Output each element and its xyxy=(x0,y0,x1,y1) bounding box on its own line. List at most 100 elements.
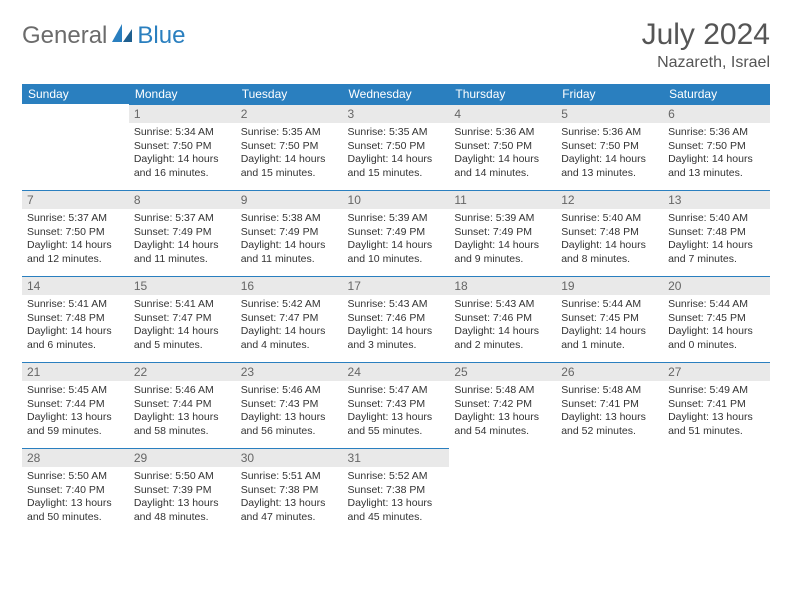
calendar-cell: 9Sunrise: 5:38 AMSunset: 7:49 PMDaylight… xyxy=(236,190,343,276)
day-details: Sunrise: 5:44 AMSunset: 7:45 PMDaylight:… xyxy=(556,295,663,359)
calendar-cell: 15Sunrise: 5:41 AMSunset: 7:47 PMDayligh… xyxy=(129,276,236,362)
day-number: 4 xyxy=(449,104,556,123)
day-number: 22 xyxy=(129,362,236,381)
daylight-text: Daylight: 14 hours and 7 minutes. xyxy=(668,239,765,266)
sunrise-text: Sunrise: 5:49 AM xyxy=(668,384,765,398)
sunrise-text: Sunrise: 5:41 AM xyxy=(27,298,124,312)
day-details: Sunrise: 5:35 AMSunset: 7:50 PMDaylight:… xyxy=(343,123,450,187)
calendar-table: Sunday Monday Tuesday Wednesday Thursday… xyxy=(22,84,770,534)
day-number: 21 xyxy=(22,362,129,381)
sunrise-text: Sunrise: 5:40 AM xyxy=(561,212,658,226)
daylight-text: Daylight: 13 hours and 48 minutes. xyxy=(134,497,231,524)
sunset-text: Sunset: 7:42 PM xyxy=(454,398,551,412)
day-number: 27 xyxy=(663,362,770,381)
day-number: 29 xyxy=(129,448,236,467)
daylight-text: Daylight: 13 hours and 56 minutes. xyxy=(241,411,338,438)
calendar-cell: 5Sunrise: 5:36 AMSunset: 7:50 PMDaylight… xyxy=(556,104,663,190)
day-number: 20 xyxy=(663,276,770,295)
day-number: 31 xyxy=(343,448,450,467)
title-block: July 2024 Nazareth, Israel xyxy=(642,18,770,72)
day-number: 11 xyxy=(449,190,556,209)
sunrise-text: Sunrise: 5:52 AM xyxy=(348,470,445,484)
calendar-cell: 28Sunrise: 5:50 AMSunset: 7:40 PMDayligh… xyxy=(22,448,129,534)
daylight-text: Daylight: 14 hours and 0 minutes. xyxy=(668,325,765,352)
calendar-cell: 6Sunrise: 5:36 AMSunset: 7:50 PMDaylight… xyxy=(663,104,770,190)
calendar-cell: 22Sunrise: 5:46 AMSunset: 7:44 PMDayligh… xyxy=(129,362,236,448)
calendar-cell: 18Sunrise: 5:43 AMSunset: 7:46 PMDayligh… xyxy=(449,276,556,362)
calendar-cell xyxy=(663,448,770,534)
daylight-text: Daylight: 14 hours and 12 minutes. xyxy=(27,239,124,266)
weekday-header: Wednesday xyxy=(343,84,450,104)
weekday-header: Tuesday xyxy=(236,84,343,104)
daylight-text: Daylight: 14 hours and 3 minutes. xyxy=(348,325,445,352)
calendar-cell: 7Sunrise: 5:37 AMSunset: 7:50 PMDaylight… xyxy=(22,190,129,276)
month-title: July 2024 xyxy=(642,18,770,52)
sunset-text: Sunset: 7:43 PM xyxy=(241,398,338,412)
logo-text-1: General xyxy=(22,22,107,50)
sunrise-text: Sunrise: 5:40 AM xyxy=(668,212,765,226)
sunrise-text: Sunrise: 5:46 AM xyxy=(134,384,231,398)
calendar-cell: 2Sunrise: 5:35 AMSunset: 7:50 PMDaylight… xyxy=(236,104,343,190)
weekday-header: Friday xyxy=(556,84,663,104)
weekday-header: Sunday xyxy=(22,84,129,104)
location: Nazareth, Israel xyxy=(642,54,770,72)
calendar-cell xyxy=(22,104,129,190)
day-number: 30 xyxy=(236,448,343,467)
day-details: Sunrise: 5:46 AMSunset: 7:44 PMDaylight:… xyxy=(129,381,236,445)
day-details: Sunrise: 5:49 AMSunset: 7:41 PMDaylight:… xyxy=(663,381,770,445)
sunrise-text: Sunrise: 5:43 AM xyxy=(348,298,445,312)
day-details: Sunrise: 5:43 AMSunset: 7:46 PMDaylight:… xyxy=(449,295,556,359)
day-number: 9 xyxy=(236,190,343,209)
calendar-week-row: 1 Sunrise: 5:34 AMSunset: 7:50 PM Daylight… xyxy=(22,104,770,190)
daylight-text: Daylight: 14 hours and 2 minutes. xyxy=(454,325,551,352)
calendar-cell: 29Sunrise: 5:50 AMSunset: 7:39 PMDayligh… xyxy=(129,448,236,534)
sunrise-text: Sunrise: 5:34 AM xyxy=(134,126,231,140)
sunset-text: Sunset: 7:50 PM xyxy=(134,140,231,154)
sunrise-text: Sunrise: 5:36 AM xyxy=(668,126,765,140)
day-number: 14 xyxy=(22,276,129,295)
day-details: Sunrise: 5:39 AMSunset: 7:49 PMDaylight:… xyxy=(449,209,556,273)
sunrise-text: Sunrise: 5:50 AM xyxy=(134,470,231,484)
daylight-text: Daylight: 14 hours and 11 minutes. xyxy=(134,239,231,266)
calendar-cell xyxy=(556,448,663,534)
day-details: Sunrise: 5:50 AMSunset: 7:40 PMDaylight:… xyxy=(22,467,129,531)
sunrise-text: Sunrise: 5:41 AM xyxy=(134,298,231,312)
calendar-cell: 26Sunrise: 5:48 AMSunset: 7:41 PMDayligh… xyxy=(556,362,663,448)
sunrise-text: Sunrise: 5:42 AM xyxy=(241,298,338,312)
calendar-week-row: 21Sunrise: 5:45 AMSunset: 7:44 PMDayligh… xyxy=(22,362,770,448)
day-number: 1 xyxy=(129,104,236,123)
sunset-text: Sunset: 7:45 PM xyxy=(561,312,658,326)
day-number: 5 xyxy=(556,104,663,123)
sunrise-text: Sunrise: 5:50 AM xyxy=(27,470,124,484)
day-number: 16 xyxy=(236,276,343,295)
sunrise-text: Sunrise: 5:38 AM xyxy=(241,212,338,226)
sunrise-text: Sunrise: 5:44 AM xyxy=(668,298,765,312)
calendar-cell: 31Sunrise: 5:52 AMSunset: 7:38 PMDayligh… xyxy=(343,448,450,534)
day-details: Sunrise: 5:36 AMSunset: 7:50 PMDaylight:… xyxy=(663,123,770,187)
day-number: 25 xyxy=(449,362,556,381)
daylight-text: Daylight: 14 hours and 15 minutes. xyxy=(241,153,338,180)
daylight-text: Daylight: 13 hours and 52 minutes. xyxy=(561,411,658,438)
day-details: Sunrise: 5:46 AMSunset: 7:43 PMDaylight:… xyxy=(236,381,343,445)
daylight-text: Daylight: 14 hours and 13 minutes. xyxy=(668,153,765,180)
day-number: 17 xyxy=(343,276,450,295)
daylight-text: Daylight: 13 hours and 59 minutes. xyxy=(27,411,124,438)
day-number: 13 xyxy=(663,190,770,209)
day-details: Sunrise: 5:45 AMSunset: 7:44 PMDaylight:… xyxy=(22,381,129,445)
daylight-text: Daylight: 14 hours and 5 minutes. xyxy=(134,325,231,352)
sunset-text: Sunset: 7:46 PM xyxy=(454,312,551,326)
sunset-text: Sunset: 7:38 PM xyxy=(348,484,445,498)
day-details: Sunrise: 5:43 AMSunset: 7:46 PMDaylight:… xyxy=(343,295,450,359)
calendar-week-row: 28Sunrise: 5:50 AMSunset: 7:40 PMDayligh… xyxy=(22,448,770,534)
sunset-text: Sunset: 7:49 PM xyxy=(454,226,551,240)
sunset-text: Sunset: 7:46 PM xyxy=(348,312,445,326)
day-details: Sunrise: 5:40 AMSunset: 7:48 PMDaylight:… xyxy=(663,209,770,273)
daylight-text: Daylight: 14 hours and 4 minutes. xyxy=(241,325,338,352)
sunrise-text: Sunrise: 5:44 AM xyxy=(561,298,658,312)
sunrise-text: Sunrise: 5:48 AM xyxy=(561,384,658,398)
day-details: Sunrise: 5:36 AMSunset: 7:50 PMDaylight:… xyxy=(556,123,663,187)
header: General Blue July 2024 Nazareth, Israel xyxy=(22,18,770,72)
sunset-text: Sunset: 7:38 PM xyxy=(241,484,338,498)
daylight-text: Daylight: 14 hours and 14 minutes. xyxy=(454,153,551,180)
daylight-text: Daylight: 13 hours and 55 minutes. xyxy=(348,411,445,438)
